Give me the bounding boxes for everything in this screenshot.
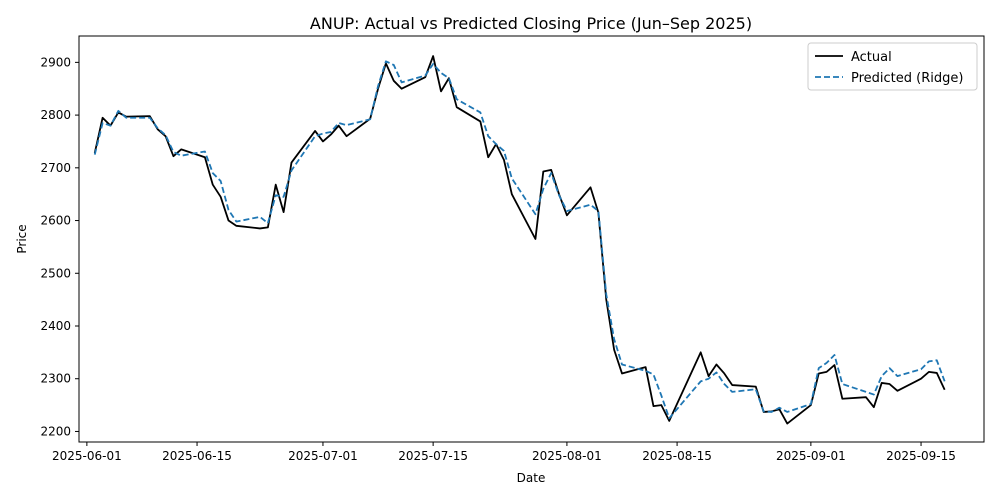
legend-box (807, 42, 978, 91)
y-tick-label: 2400 (40, 319, 71, 333)
y-axis-title: Price (15, 224, 29, 253)
x-tick-label: 2025-06-01 (52, 449, 122, 463)
chart-title: ANUP: Actual vs Predicted Closing Price … (310, 14, 752, 33)
y-tick-label: 2800 (40, 108, 71, 122)
x-axis-title: Date (517, 471, 546, 485)
legend: Actual Predicted (Ridge) (807, 42, 978, 91)
x-tick-label: 2025-08-15 (642, 449, 712, 463)
y-tick-label: 2300 (40, 372, 71, 386)
legend-label-actual: Actual (851, 50, 892, 65)
y-tick-label: 2700 (40, 161, 71, 175)
series-line-actual (93, 55, 946, 425)
y-tick-label: 2600 (40, 214, 71, 228)
x-tick-label: 2025-07-01 (288, 449, 358, 463)
legend-label-predicted: Predicted (Ridge) (851, 71, 963, 86)
x-tick-label: 2025-07-15 (398, 449, 468, 463)
x-tick-label: 2025-08-01 (532, 449, 602, 463)
y-tick-label: 2200 (40, 424, 71, 438)
x-tick-label: 2025-06-15 (162, 449, 232, 463)
plot-frame (78, 35, 985, 443)
y-tick-label: 2900 (40, 55, 71, 69)
x-tick-label: 2025-09-01 (776, 449, 846, 463)
x-tick-label: 2025-09-15 (886, 449, 956, 463)
y-tick-label: 2500 (40, 266, 71, 280)
series-line-predicted (93, 60, 946, 420)
